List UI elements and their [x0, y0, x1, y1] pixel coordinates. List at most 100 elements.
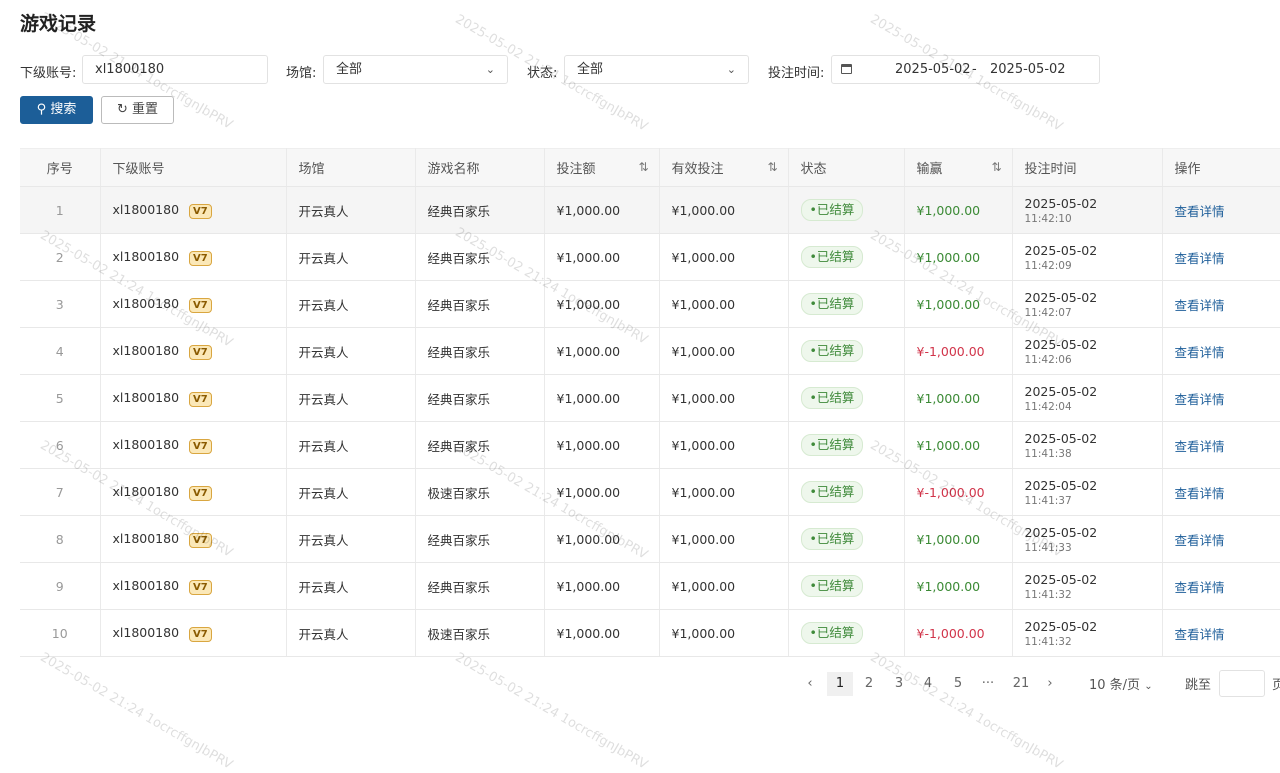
action-cell: 查看详情 [1162, 609, 1280, 657]
bet-clock: 11:41:32 [1024, 635, 1072, 648]
search-button[interactable]: ⚲ 搜索 [20, 96, 93, 124]
column-header[interactable]: 有效投注 ⇅ [659, 148, 789, 187]
column-header-label: 投注额 [556, 162, 596, 177]
page-button[interactable]: 3 [894, 676, 904, 691]
page-size-select[interactable]: 10 条/页 ⌄ [1089, 674, 1153, 693]
view-details-link[interactable]: 查看详情 [1174, 344, 1225, 360]
column-header: 序号 [20, 148, 101, 187]
game-name: 极速百家乐 [415, 609, 545, 657]
view-details-link[interactable]: 查看详情 [1174, 203, 1225, 219]
bet-time: 2025-05-02 11:41:38 [1012, 421, 1163, 469]
next-page-button[interactable]: › [1047, 676, 1053, 691]
bet-clock: 11:41:33 [1024, 541, 1072, 554]
win-loss: ¥-1,000.00 [904, 327, 1013, 375]
venue: 开云真人 [286, 468, 416, 516]
jump-label: 跳至 [1185, 678, 1212, 693]
bet-clock: 11:42:09 [1024, 259, 1072, 272]
table-row: 3 xl1800180 V7 开云真人 经典百家乐 ¥1,000.00 ¥1,00… [20, 280, 1280, 328]
date-start[interactable]: 2025-05-02 [895, 62, 971, 77]
table-row: 6 xl1800180 V7 开云真人 经典百家乐 ¥1,000.00 ¥1,00… [20, 421, 1280, 469]
account-input[interactable]: xl1800180 [82, 55, 268, 84]
account: xl1800180 [112, 483, 180, 499]
account: xl1800180 [112, 530, 180, 546]
venue: 开云真人 [286, 562, 416, 610]
table-row: 8 xl1800180 V7 开云真人 经典百家乐 ¥1,000.00 ¥1,00… [20, 515, 1280, 563]
sort-icon[interactable]: ⇅ [638, 160, 649, 174]
action-cell: 查看详情 [1162, 468, 1280, 516]
valid-bet: ¥1,000.00 [659, 280, 789, 328]
watermark: 2025-05-02 21:24 1ocrcffgnJbPRV [867, 650, 1066, 773]
bet-amount: ¥1,000.00 [544, 421, 660, 469]
table-row: 4 xl1800180 V7 开云真人 经典百家乐 ¥1,000.00 ¥1,00… [20, 327, 1280, 375]
status-label: 状态: [527, 66, 558, 81]
page-button[interactable]: 1 [827, 672, 853, 696]
valid-bet: ¥1,000.00 [659, 468, 789, 516]
bet-date: 2025-05-02 [1024, 430, 1098, 446]
venue: 开云真人 [286, 186, 416, 234]
view-details-link[interactable]: 查看详情 [1174, 532, 1225, 548]
status-badge: •已结算 [800, 528, 864, 550]
status-cell: •已结算 [788, 327, 905, 375]
venue-select[interactable]: 全部 ⌄ [323, 55, 508, 84]
view-details-link[interactable]: 查看详情 [1174, 391, 1225, 407]
column-header-label: 投注时间 [1024, 162, 1077, 177]
win-loss: ¥1,000.00 [904, 280, 1013, 328]
page-button[interactable]: 5 [953, 676, 963, 691]
action-cell: 查看详情 [1162, 233, 1280, 281]
vip-badge: V7 [189, 485, 212, 501]
jump-page-input[interactable] [1219, 670, 1265, 697]
view-details-link[interactable]: 查看详情 [1174, 485, 1225, 501]
date-range-picker[interactable]: 2025-05-02 - 2025-05-02 [831, 55, 1100, 84]
action-cell: 查看详情 [1162, 515, 1280, 563]
chevron-down-icon: ⌄ [726, 63, 736, 76]
view-details-link[interactable]: 查看详情 [1174, 579, 1225, 595]
sort-icon[interactable]: ⇅ [991, 160, 1002, 174]
column-header-label: 状态 [800, 162, 827, 177]
valid-bet: ¥1,000.00 [659, 233, 789, 281]
account-label: 下级账号: [20, 66, 77, 81]
column-header[interactable]: 输赢 ⇅ [904, 148, 1013, 187]
bet-clock: 11:42:04 [1024, 400, 1072, 413]
page-button[interactable]: 2 [864, 676, 874, 691]
row-number: 10 [20, 609, 101, 657]
vip-badge: V7 [189, 297, 212, 313]
column-header[interactable]: 投注额 ⇅ [544, 148, 660, 187]
status-cell: •已结算 [788, 468, 905, 516]
win-loss: ¥1,000.00 [904, 562, 1013, 610]
column-header: 下级账号 [100, 148, 287, 187]
column-header: 场馆 [286, 148, 416, 187]
bet-amount: ¥1,000.00 [544, 280, 660, 328]
column-header-label: 下级账号 [112, 162, 165, 177]
action-cell: 查看详情 [1162, 374, 1280, 422]
sort-icon[interactable]: ⇅ [767, 160, 778, 174]
account: xl1800180 [112, 342, 180, 358]
game-name: 经典百家乐 [415, 421, 545, 469]
game-name: 经典百家乐 [415, 515, 545, 563]
page-ellipsis[interactable]: ··· [981, 676, 995, 691]
time-label: 投注时间: [768, 66, 825, 81]
status-select[interactable]: 全部 ⌄ [564, 55, 749, 84]
bet-clock: 11:41:38 [1024, 447, 1072, 460]
reset-button[interactable]: ↻ 重置 [101, 96, 174, 124]
row-number: 5 [20, 374, 101, 422]
valid-bet: ¥1,000.00 [659, 327, 789, 375]
view-details-link[interactable]: 查看详情 [1174, 297, 1225, 313]
vip-badge: V7 [189, 250, 212, 266]
venue: 开云真人 [286, 421, 416, 469]
status-cell: •已结算 [788, 562, 905, 610]
win-loss: ¥-1,000.00 [904, 609, 1013, 657]
page-button[interactable]: 21 [1012, 676, 1030, 691]
account-cell: xl1800180 V7 [100, 233, 287, 281]
prev-page-button[interactable]: ‹ [807, 676, 813, 691]
view-details-link[interactable]: 查看详情 [1174, 626, 1225, 642]
calendar-icon [841, 64, 852, 74]
page-button[interactable]: 4 [923, 676, 933, 691]
bet-date: 2025-05-02 [1024, 571, 1098, 587]
game-name: 经典百家乐 [415, 327, 545, 375]
view-details-link[interactable]: 查看详情 [1174, 250, 1225, 266]
date-end[interactable]: 2025-05-02 [990, 62, 1066, 77]
account-cell: xl1800180 V7 [100, 374, 287, 422]
view-details-link[interactable]: 查看详情 [1174, 438, 1225, 454]
bet-date: 2025-05-02 [1024, 477, 1098, 493]
row-number: 3 [20, 280, 101, 328]
